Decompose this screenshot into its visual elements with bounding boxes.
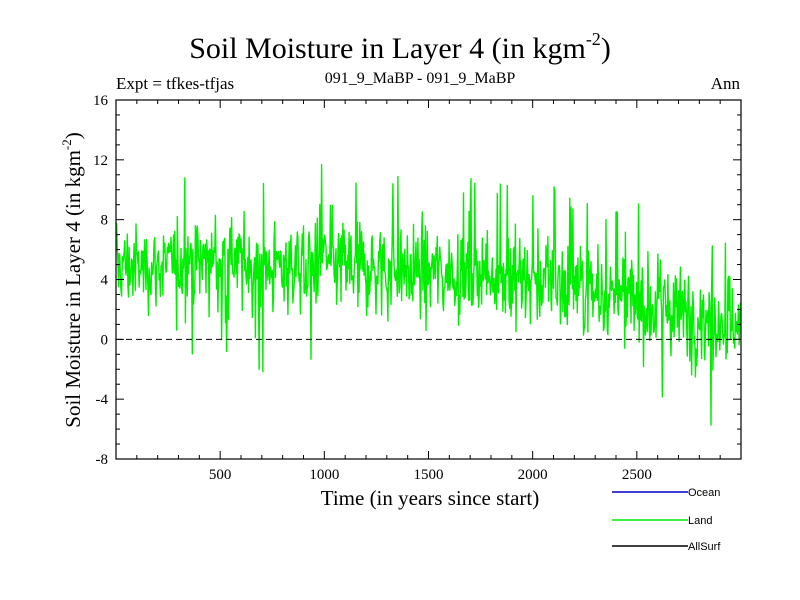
chart-title: Soil Moisture in Layer 4 (in kgm-2) (189, 29, 611, 65)
axis-ticks (115, 99, 742, 460)
x-tick-label: 1500 (414, 467, 444, 483)
y-tick-label: -8 (96, 452, 109, 468)
x-tick-label: 1000 (309, 467, 339, 483)
season-label: Ann (711, 74, 741, 93)
legend-item-land: Land (612, 515, 712, 527)
plot-area: -8 -4 0 4 8 12 16 500 1000 1500 2000 2500 (93, 93, 742, 483)
y-tick-label: 4 (101, 273, 109, 289)
y-tick-label: 16 (93, 93, 109, 109)
x-tick-label: 500 (209, 467, 232, 483)
x-axis-label: Time (in years since start) (321, 486, 540, 510)
x-tick-labels: 500 1000 1500 2000 2500 (209, 467, 652, 483)
y-tick-label: 12 (93, 153, 108, 169)
comparison-label: 091_9_MaBP - 091_9_MaBP (325, 70, 516, 87)
legend-label-allsurf: AllSurf (688, 541, 721, 553)
experiment-label: Expt = tfkes-tfjas (116, 74, 234, 93)
x-tick-label: 2000 (518, 467, 548, 483)
legend-label-ocean: Ocean (688, 487, 720, 499)
x-tick-label: 2500 (622, 467, 652, 483)
y-tick-labels: -8 -4 0 4 8 12 16 (93, 93, 109, 468)
y-tick-label: 0 (101, 332, 109, 348)
legend: Ocean Land AllSurf (612, 487, 721, 553)
land-line-path (115, 163, 742, 426)
legend-item-allsurf: AllSurf (612, 541, 721, 553)
y-tick-label: 8 (101, 213, 109, 229)
legend-label-land: Land (688, 515, 712, 527)
legend-item-ocean: Ocean (612, 487, 720, 499)
y-tick-label: -4 (96, 392, 109, 408)
y-axis-label: Soil Moisture in Layer 4 (in kgm-2) (59, 132, 85, 427)
land-series-line (115, 163, 742, 426)
